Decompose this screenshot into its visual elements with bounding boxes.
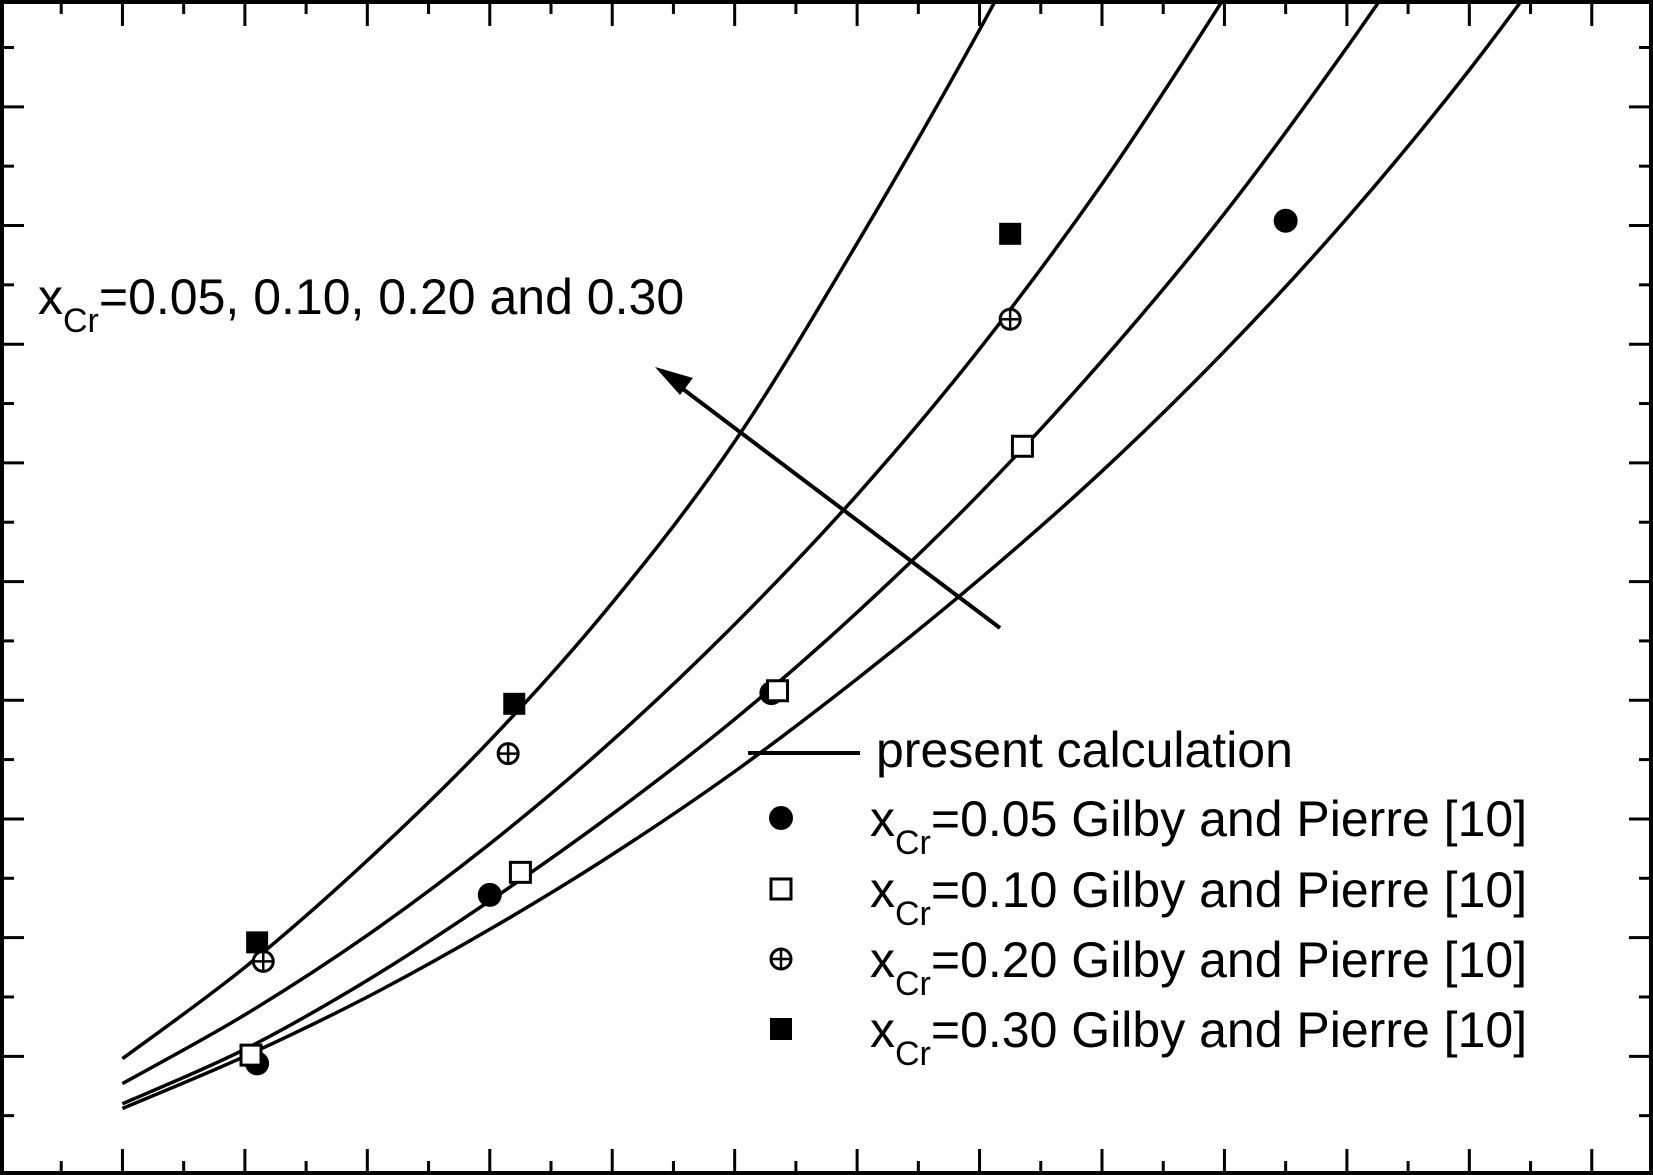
annotation: xCr=0.05, 0.10, 0.20 and 0.30 [38,269,1002,630]
data-point-filled-circle-2 [477,882,502,907]
legend-text: =0.05 Gilby and Pierre [10] [931,791,1527,847]
calculation-curve-1 [121,0,1525,1111]
data-point-open-square-4 [1010,434,1034,458]
legend-var: x [870,791,895,847]
legend-marker-open-square [769,877,793,901]
legend-text: =0.10 Gilby and Pierre [10] [931,862,1527,918]
calculation-curve-3 [121,0,1225,1086]
legend-subscript: Cr [895,965,931,1003]
legend-text: =0.30 Gilby and Pierre [10] [931,1002,1527,1058]
data-point-circle-plus-3 [998,307,1022,331]
data-point-open-square-1 [239,1043,263,1067]
legend-marker-circle-plus [769,947,793,971]
data-point-open-square-2 [508,860,532,884]
legend-subscript: Cr [895,824,931,862]
data-point-filled-square-1 [246,931,269,954]
calculation-curve-2 [121,0,1383,1106]
legend-label-3: xCr=0.20 Gilby and Pierre [10] [870,932,1527,1003]
legend-var: x [870,1002,895,1058]
legend-marker-filled-circle [769,806,793,830]
legend-var: x [870,932,895,988]
annotation-var: x [38,269,63,325]
data-point-circle-plus-1 [251,949,275,973]
annotation-label: xCr=0.05, 0.10, 0.20 and 0.30 [38,269,684,340]
annotation-text: =0.05, 0.10, 0.20 and 0.30 [99,269,684,325]
data-point-filled-square-2 [503,692,526,715]
legend-text: =0.20 Gilby and Pierre [10] [931,932,1527,988]
legend-marker-filled-square [770,1018,792,1040]
legend-line-label: present calculation [876,722,1293,778]
legend-subscript: Cr [895,895,931,933]
annotation-arrow-shaft [673,381,1002,630]
legend: present calculation xCr=0.05 Gilby and P… [748,722,1527,1073]
annotation-subscript: Cr [63,302,99,340]
calculation-curve-4 [121,0,998,1061]
data-point-filled-square-3 [999,222,1022,245]
legend-label-1: xCr=0.05 Gilby and Pierre [10] [870,791,1527,862]
legend-var: x [870,862,895,918]
legend-label-4: xCr=0.30 Gilby and Pierre [10] [870,1002,1527,1073]
data-point-filled-circle-4 [1273,208,1298,233]
data-markers [239,208,1298,1076]
annotation-arrow-head [655,367,693,395]
data-point-circle-plus-2 [496,742,520,766]
data-point-open-square-3 [766,679,790,703]
calculation-curves [121,0,1525,1111]
legend-label-2: xCr=0.10 Gilby and Pierre [10] [870,862,1527,933]
legend-subscript: Cr [895,1035,931,1073]
